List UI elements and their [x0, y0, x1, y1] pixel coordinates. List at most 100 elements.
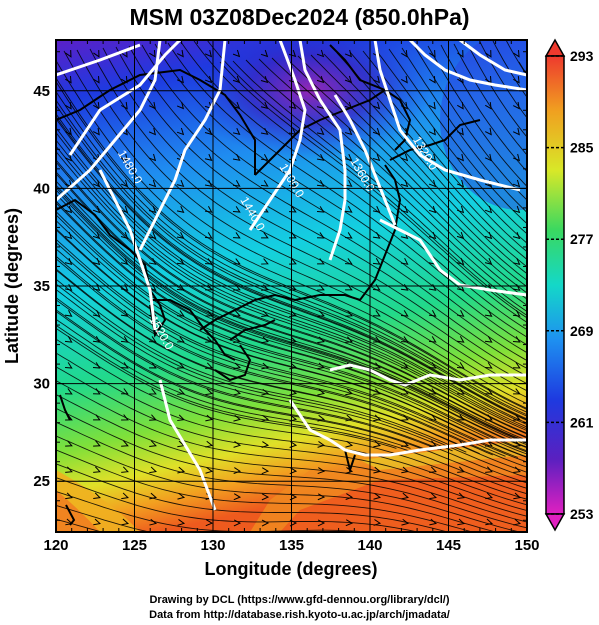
stream-arrow [401, 466, 409, 474]
stream-arrow [373, 414, 381, 422]
stream-arrow [373, 466, 382, 474]
stream-arrow [316, 75, 325, 84]
streamline [219, 61, 527, 319]
stream-arrow [429, 101, 436, 110]
streamline [89, 48, 527, 385]
stream-arrow [512, 257, 521, 265]
stream-arrow [428, 310, 437, 317]
streamline [56, 309, 425, 450]
stream-arrow [513, 518, 522, 526]
stream-arrow [513, 466, 521, 474]
stream-arrow [513, 362, 521, 369]
stream-arrow [345, 258, 353, 265]
stream-arrow [317, 258, 325, 265]
stream-arrow [233, 467, 242, 474]
stream-arrow [204, 232, 213, 239]
stream-arrow [177, 336, 185, 343]
stream-arrow [373, 336, 381, 343]
stream-arrow [456, 309, 465, 317]
streamline [56, 255, 527, 468]
stream-arrow [93, 388, 101, 395]
stream-arrow [177, 492, 186, 500]
stream-arrow [204, 49, 213, 58]
stream-arrow [93, 492, 101, 500]
stream-arrow [261, 519, 270, 527]
stream-arrow [93, 75, 100, 84]
stream-arrow [149, 466, 157, 474]
stream-arrow [485, 466, 493, 473]
stream-arrow [92, 205, 101, 214]
stream-arrow [512, 127, 520, 136]
stream-arrow [149, 336, 157, 343]
streamline [56, 171, 527, 438]
stream-arrow [149, 440, 157, 447]
stream-arrow [513, 49, 520, 58]
stream-arrow [93, 50, 100, 58]
stream-arrow [401, 362, 409, 369]
y-tick-label: 40 [33, 180, 50, 197]
stream-arrow [512, 153, 521, 162]
stream-arrow [148, 179, 157, 188]
stream-arrow [65, 75, 72, 84]
stream-arrow [121, 492, 129, 500]
stream-arrow [232, 180, 241, 187]
stream-arrow [64, 309, 73, 317]
stream-arrow [484, 336, 493, 343]
stream-arrow [233, 441, 242, 448]
stream-arrow [401, 49, 408, 58]
streamline [56, 289, 453, 452]
streamline [56, 80, 527, 410]
streamline [56, 299, 439, 451]
stream-arrow [400, 153, 409, 162]
stream-arrow [401, 518, 410, 526]
stream-arrow [345, 310, 353, 317]
y-tick-label: 45 [33, 83, 50, 100]
streamline [375, 49, 527, 235]
stream-arrow [177, 519, 186, 526]
stream-arrow [204, 179, 213, 187]
stream-arrow [401, 492, 410, 500]
stream-arrow [261, 336, 269, 344]
stream-arrow [316, 153, 325, 161]
stream-arrow [92, 231, 101, 240]
stream-arrow [456, 336, 465, 343]
streamline [76, 49, 527, 392]
stream-arrow [344, 179, 353, 187]
stream-arrow [513, 414, 521, 421]
stream-arrow [401, 336, 409, 343]
streamline [56, 118, 527, 421]
stream-arrow [317, 493, 326, 501]
colorbar-scale [545, 55, 565, 515]
stream-arrow [149, 414, 157, 421]
stream-arrow [64, 257, 73, 266]
stream-arrow [260, 49, 269, 58]
stream-arrow [317, 467, 326, 475]
stream-arrow [344, 153, 353, 161]
streamline [206, 40, 527, 316]
stream-arrow [512, 179, 521, 188]
stream-arrow [148, 257, 157, 265]
stream-arrow [316, 206, 325, 213]
stream-arrow [121, 466, 129, 473]
stream-arrow [120, 257, 129, 266]
x-tick-label: 120 [43, 537, 68, 554]
stream-arrow [317, 336, 325, 344]
stream-arrow [149, 49, 156, 58]
credit-drawing: Drawing by DCL (https://www.gfd-dennou.o… [149, 594, 450, 606]
streamline [56, 435, 498, 532]
streamline [56, 113, 527, 420]
stream-arrow [121, 414, 129, 421]
stream-arrow [232, 153, 241, 161]
x-axis-label: Longitude (degrees) [204, 559, 377, 579]
stream-arrow [177, 310, 185, 317]
stream-arrow [176, 101, 185, 110]
streamline [167, 42, 527, 338]
streamline [401, 47, 527, 214]
stream-arrow [484, 153, 492, 162]
streamline [56, 283, 527, 478]
stream-arrow [176, 258, 185, 265]
stream-arrow [372, 75, 380, 84]
stream-arrow [261, 467, 270, 475]
stream-arrow [317, 232, 325, 239]
